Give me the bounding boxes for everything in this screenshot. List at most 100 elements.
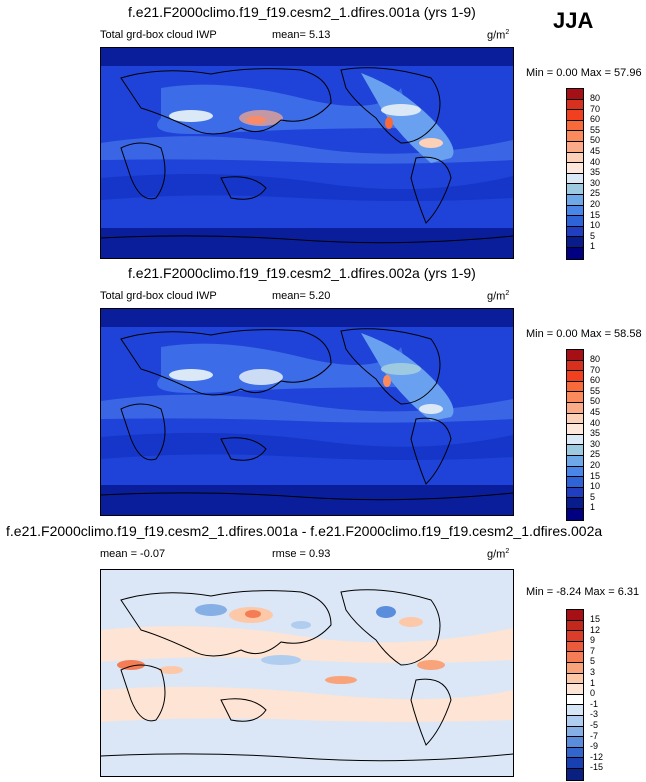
- panel-2-colorbar-label: 50: [590, 396, 601, 406]
- panel-3-mean: mean = -0.07: [100, 548, 166, 560]
- panel-3-colorbar-swatch: [567, 641, 583, 653]
- panel-2-colorbar-label: 25: [590, 449, 601, 459]
- panel-3-colorbar-label: 15: [590, 614, 601, 624]
- panel-2-mean: mean= 5.20: [272, 290, 331, 302]
- panel-3-colorbar-swatch: [567, 631, 583, 642]
- panel-2-colorbar-label: 35: [590, 428, 601, 438]
- panel-2-colorbar-label: 20: [590, 460, 601, 470]
- panel-3-colorbar: [566, 609, 584, 781]
- panel-3-colorbar-swatch: [567, 620, 583, 632]
- panel-3-colorbar-swatch: [567, 758, 583, 769]
- panel-1-colorbar-label: 25: [590, 188, 601, 198]
- panel-1-colorbar-swatch: [567, 194, 583, 206]
- panel-3-colorbar-swatch: [567, 673, 583, 685]
- panel-1-colorbar-swatch: [567, 184, 583, 195]
- panel-1-colorbar-label: 20: [590, 199, 601, 209]
- panel-3-colorbar-label: -3: [590, 709, 599, 719]
- panel-3-colorbar-label: -15: [590, 762, 604, 772]
- panel-2-colorbar-label: 1: [590, 502, 596, 512]
- panel-3-colorbar-swatch: [567, 768, 583, 780]
- panel-1-colorbar-label: 40: [590, 157, 601, 167]
- panel-1-colorbar-label: 55: [590, 125, 601, 135]
- panel-2-colorbar-swatch: [567, 477, 583, 488]
- panel-2-colorbar-label: 45: [590, 407, 601, 417]
- panel-1-colorbar-label: 10: [590, 220, 601, 230]
- panel-1-colorbar-label: 80: [590, 93, 601, 103]
- panel-2-colorbar-swatch: [567, 381, 583, 393]
- panel-2-minmax: Min = 0.00 Max = 58.58: [526, 328, 642, 340]
- panel-1-colorbar-swatch: [567, 163, 583, 174]
- panel-3-colorbar-swatch: [567, 705, 583, 716]
- panel-3-colorbar-label: 1: [590, 678, 596, 688]
- panel-3-colorbar-label: 5: [590, 656, 596, 666]
- panel-2-colorbar-label: 80: [590, 354, 601, 364]
- panel-3-colorbar-swatch: [567, 715, 583, 727]
- panel-2-colorbar-swatch: [567, 360, 583, 372]
- panel-2-colorbar-swatch: [567, 487, 583, 499]
- panel-2-colorbar-swatch: [567, 424, 583, 435]
- panel-3-rmse: rmse = 0.93: [272, 548, 331, 560]
- panel-1-colorbar-swatch: [567, 110, 583, 121]
- panel-1-minmax: Min = 0.00 Max = 57.96: [526, 67, 642, 79]
- panel-1-colorbar-label: 45: [590, 146, 601, 156]
- panel-3-colorbar-label: 7: [590, 646, 596, 656]
- panel-3-colorbar-swatch: [567, 652, 583, 663]
- panel-1-colorbar-swatch: [567, 237, 583, 248]
- panel-2-colorbar-label: 10: [590, 481, 601, 491]
- panel-2-colorbar-label: 70: [590, 365, 601, 375]
- panel-1-colorbar-swatch: [567, 173, 583, 185]
- panel-2-variable-label: Total grd-box cloud IWP: [100, 290, 217, 302]
- panel-1-colorbar-swatch: [567, 216, 583, 227]
- panel-1-title: f.e21.F2000climo.f19_f19.cesm2_1.dfires.…: [128, 4, 476, 20]
- panel-3-colorbar-label: 9: [590, 635, 596, 645]
- panel-1-colorbar-label: 1: [590, 241, 596, 251]
- panel-1-colorbar-swatch: [567, 152, 583, 164]
- panel-2-colorbar-swatch: [567, 413, 583, 425]
- panel-1-units: g/m2: [487, 29, 510, 42]
- panel-1-colorbar-swatch: [567, 226, 583, 238]
- panel-2-title: f.e21.F2000climo.f19_f19.cesm2_1.dfires.…: [128, 265, 476, 281]
- panel-3-colorbar-label: -7: [590, 731, 599, 741]
- panel-3-colorbar-swatch: [567, 684, 583, 695]
- panel-3-colorbar-swatch: [567, 737, 583, 748]
- panel-3-minmax: Min = -8.24 Max = 6.31: [526, 586, 640, 598]
- panel-1-colorbar-swatch: [567, 89, 583, 100]
- panel-3-title: f.e21.F2000climo.f19_f19.cesm2_1.dfires.…: [6, 523, 603, 539]
- panel-2-colorbar-swatch: [567, 402, 583, 414]
- panel-1-colorbar-swatch: [567, 247, 583, 259]
- panel-2-colorbar-label: 40: [590, 418, 601, 428]
- panel-1-colorbar-label: 60: [590, 114, 601, 124]
- panel-2-colorbar-swatch: [567, 466, 583, 478]
- panel-2-colorbar-swatch: [567, 392, 583, 403]
- panel-3-colorbar-swatch: [567, 726, 583, 738]
- panel-1-colorbar-label: 70: [590, 104, 601, 114]
- panel-1-colorbar-label: 5: [590, 231, 596, 241]
- panel-1-colorbar-label: 15: [590, 210, 601, 220]
- panel-2-colorbar-swatch: [567, 371, 583, 382]
- panel-1-variable-label: Total grd-box cloud IWP: [100, 29, 217, 41]
- panel-2-map: [100, 308, 514, 516]
- panel-2-units: g/m2: [487, 290, 510, 303]
- panel-2-colorbar-swatch: [567, 434, 583, 446]
- panel-2-colorbar-swatch: [567, 445, 583, 456]
- panel-3-colorbar-swatch: [567, 694, 583, 706]
- panel-3-units: g/m2: [487, 548, 510, 561]
- panel-3-colorbar-label: 3: [590, 667, 596, 677]
- panel-3-colorbar-label: -5: [590, 720, 599, 730]
- panel-3-colorbar-label: 12: [590, 625, 601, 635]
- panel-1-colorbar-swatch: [567, 99, 583, 111]
- panel-3-colorbar-label: -9: [590, 741, 599, 751]
- panel-2-colorbar-label: 30: [590, 439, 601, 449]
- panel-1-colorbar-swatch: [567, 205, 583, 217]
- panel-2-colorbar: [566, 349, 584, 521]
- panel-2-colorbar-label: 5: [590, 492, 596, 502]
- panel-1-colorbar-swatch: [567, 131, 583, 142]
- panel-1-mean: mean= 5.13: [272, 29, 331, 41]
- panel-1-colorbar-label: 30: [590, 178, 601, 188]
- panel-3-colorbar-label: -12: [590, 752, 604, 762]
- panel-2-colorbar-label: 60: [590, 375, 601, 385]
- panel-1-colorbar-label: 50: [590, 135, 601, 145]
- panel-1-colorbar: [566, 88, 584, 260]
- panel-3-map: [100, 569, 514, 777]
- panel-2-colorbar-swatch: [567, 455, 583, 467]
